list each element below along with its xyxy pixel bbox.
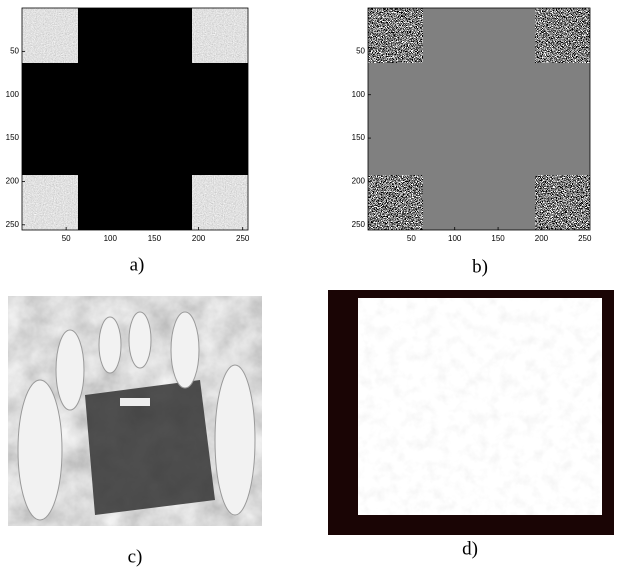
x-tick-label: 200: [192, 234, 206, 243]
x-tick-label: 150: [491, 234, 505, 243]
x-tick-label: 50: [62, 234, 71, 243]
panel-c-photo: [8, 296, 262, 526]
caption: d): [462, 538, 478, 559]
y-tick-label: 200: [6, 177, 20, 186]
caption: c): [128, 546, 143, 567]
x-tick-label: 100: [104, 234, 118, 243]
y-tick-label: 50: [356, 46, 365, 55]
x-tick-label: 150: [148, 234, 162, 243]
y-tick-label: 150: [352, 133, 366, 142]
x-tick-label: 100: [448, 234, 462, 243]
y-tick-label: 100: [352, 90, 366, 99]
y-tick-label: 250: [352, 220, 366, 229]
caption: b): [472, 256, 488, 277]
caption: a): [130, 254, 145, 275]
y-tick-label: 250: [6, 220, 20, 229]
panel-d-image: [328, 290, 614, 535]
panel-a-image: [22, 8, 248, 230]
x-tick-label: 250: [578, 234, 592, 243]
y-tick-label: 150: [6, 133, 20, 142]
y-tick-label: 50: [10, 46, 19, 55]
figure: a) 50 100 150 200 250 50 100 150 200 250 b) 50 100 150…: [0, 0, 624, 572]
x-tick-label: 50: [407, 234, 416, 243]
y-tick-label: 200: [352, 177, 366, 186]
x-tick-label: 250: [236, 234, 250, 243]
y-tick-label: 100: [6, 90, 20, 99]
x-tick-label: 200: [535, 234, 549, 243]
panel-b-image: [368, 8, 590, 230]
